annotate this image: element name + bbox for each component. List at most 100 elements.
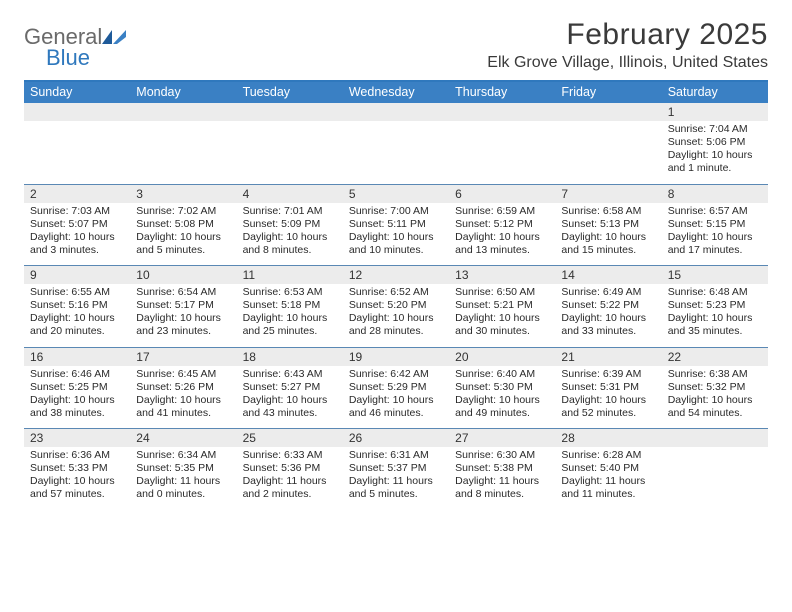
sunrise-line: Sunrise: 7:02 AM <box>136 205 230 218</box>
sunset-line: Sunset: 5:27 PM <box>243 381 337 394</box>
daylight-line: Daylight: 10 hours and 25 minutes. <box>243 312 337 338</box>
day-number <box>555 103 661 121</box>
day-number <box>130 103 236 121</box>
weeks-container: 1Sunrise: 7:04 AMSunset: 5:06 PMDaylight… <box>24 103 768 510</box>
week-row: 16171819202122Sunrise: 6:46 AMSunset: 5:… <box>24 348 768 430</box>
sunset-line: Sunset: 5:37 PM <box>349 462 443 475</box>
sunrise-line: Sunrise: 6:52 AM <box>349 286 443 299</box>
daylight-line: Daylight: 10 hours and 28 minutes. <box>349 312 443 338</box>
sunrise-line: Sunrise: 6:42 AM <box>349 368 443 381</box>
sunset-line: Sunset: 5:06 PM <box>668 136 762 149</box>
sunrise-line: Sunrise: 6:30 AM <box>455 449 549 462</box>
sunrise-line: Sunrise: 6:28 AM <box>561 449 655 462</box>
day-cell: Sunrise: 7:00 AMSunset: 5:11 PMDaylight:… <box>343 203 449 266</box>
sunset-line: Sunset: 5:35 PM <box>136 462 230 475</box>
sunset-line: Sunset: 5:15 PM <box>668 218 762 231</box>
sunset-line: Sunset: 5:31 PM <box>561 381 655 394</box>
sunset-line: Sunset: 5:25 PM <box>30 381 124 394</box>
sunset-line: Sunset: 5:18 PM <box>243 299 337 312</box>
day-cell: Sunrise: 6:54 AMSunset: 5:17 PMDaylight:… <box>130 284 236 347</box>
sunrise-line: Sunrise: 6:50 AM <box>455 286 549 299</box>
daylight-line: Daylight: 10 hours and 43 minutes. <box>243 394 337 420</box>
day-number: 3 <box>130 185 236 203</box>
day-cell: Sunrise: 6:36 AMSunset: 5:33 PMDaylight:… <box>24 447 130 510</box>
day-number <box>662 429 768 447</box>
calendar-page: General Blue February 2025 Elk Grove Vil… <box>0 0 792 510</box>
dow-sunday: Sunday <box>24 82 130 103</box>
day-cell: Sunrise: 6:38 AMSunset: 5:32 PMDaylight:… <box>662 366 768 429</box>
day-number <box>449 103 555 121</box>
daylight-line: Daylight: 10 hours and 23 minutes. <box>136 312 230 338</box>
daylight-line: Daylight: 10 hours and 38 minutes. <box>30 394 124 420</box>
sunrise-line: Sunrise: 6:43 AM <box>243 368 337 381</box>
day-number: 5 <box>343 185 449 203</box>
dow-tuesday: Tuesday <box>237 82 343 103</box>
daylight-line: Daylight: 11 hours and 0 minutes. <box>136 475 230 501</box>
daylight-line: Daylight: 11 hours and 8 minutes. <box>455 475 549 501</box>
day-number: 16 <box>24 348 130 366</box>
day-number: 25 <box>237 429 343 447</box>
day-cell: Sunrise: 6:46 AMSunset: 5:25 PMDaylight:… <box>24 366 130 429</box>
sunset-line: Sunset: 5:36 PM <box>243 462 337 475</box>
daylight-line: Daylight: 10 hours and 10 minutes. <box>349 231 443 257</box>
dow-monday: Monday <box>130 82 236 103</box>
sunset-line: Sunset: 5:33 PM <box>30 462 124 475</box>
day-cell: Sunrise: 6:59 AMSunset: 5:12 PMDaylight:… <box>449 203 555 266</box>
sunset-line: Sunset: 5:32 PM <box>668 381 762 394</box>
daylight-line: Daylight: 10 hours and 41 minutes. <box>136 394 230 420</box>
sunset-line: Sunset: 5:17 PM <box>136 299 230 312</box>
daylight-line: Daylight: 10 hours and 33 minutes. <box>561 312 655 338</box>
day-cell: Sunrise: 6:58 AMSunset: 5:13 PMDaylight:… <box>555 203 661 266</box>
sunrise-line: Sunrise: 6:58 AM <box>561 205 655 218</box>
sunrise-line: Sunrise: 6:54 AM <box>136 286 230 299</box>
day-number: 11 <box>237 266 343 284</box>
week-row: 232425262728Sunrise: 6:36 AMSunset: 5:33… <box>24 429 768 510</box>
sunrise-line: Sunrise: 6:49 AM <box>561 286 655 299</box>
day-cell: Sunrise: 7:02 AMSunset: 5:08 PMDaylight:… <box>130 203 236 266</box>
daybody-row: Sunrise: 6:55 AMSunset: 5:16 PMDaylight:… <box>24 284 768 347</box>
week-row: 9101112131415Sunrise: 6:55 AMSunset: 5:1… <box>24 266 768 348</box>
logo-flag-icon <box>102 28 128 51</box>
sunset-line: Sunset: 5:11 PM <box>349 218 443 231</box>
day-cell: Sunrise: 7:01 AMSunset: 5:09 PMDaylight:… <box>237 203 343 266</box>
day-cell: Sunrise: 6:52 AMSunset: 5:20 PMDaylight:… <box>343 284 449 347</box>
day-number: 8 <box>662 185 768 203</box>
day-number: 15 <box>662 266 768 284</box>
dow-header-row: SundayMondayTuesdayWednesdayThursdayFrid… <box>24 82 768 103</box>
sunset-line: Sunset: 5:23 PM <box>668 299 762 312</box>
sunrise-line: Sunrise: 6:39 AM <box>561 368 655 381</box>
day-number <box>24 103 130 121</box>
sunset-line: Sunset: 5:12 PM <box>455 218 549 231</box>
sunrise-line: Sunrise: 6:33 AM <box>243 449 337 462</box>
dow-friday: Friday <box>555 82 661 103</box>
sunset-line: Sunset: 5:08 PM <box>136 218 230 231</box>
day-cell: Sunrise: 6:34 AMSunset: 5:35 PMDaylight:… <box>130 447 236 510</box>
sunrise-line: Sunrise: 6:36 AM <box>30 449 124 462</box>
day-cell: Sunrise: 6:57 AMSunset: 5:15 PMDaylight:… <box>662 203 768 266</box>
day-number: 21 <box>555 348 661 366</box>
day-cell <box>343 121 449 184</box>
daylight-line: Daylight: 10 hours and 30 minutes. <box>455 312 549 338</box>
day-number: 6 <box>449 185 555 203</box>
sunrise-line: Sunrise: 6:59 AM <box>455 205 549 218</box>
daylight-line: Daylight: 10 hours and 52 minutes. <box>561 394 655 420</box>
day-cell <box>24 121 130 184</box>
day-number: 19 <box>343 348 449 366</box>
day-cell: Sunrise: 6:49 AMSunset: 5:22 PMDaylight:… <box>555 284 661 347</box>
daylight-line: Daylight: 10 hours and 20 minutes. <box>30 312 124 338</box>
daylight-line: Daylight: 10 hours and 15 minutes. <box>561 231 655 257</box>
sunrise-line: Sunrise: 6:57 AM <box>668 205 762 218</box>
daynum-strip: 1 <box>24 103 768 121</box>
day-cell: Sunrise: 6:45 AMSunset: 5:26 PMDaylight:… <box>130 366 236 429</box>
day-cell: Sunrise: 6:31 AMSunset: 5:37 PMDaylight:… <box>343 447 449 510</box>
day-cell <box>662 447 768 510</box>
day-number: 22 <box>662 348 768 366</box>
sunset-line: Sunset: 5:30 PM <box>455 381 549 394</box>
sunset-line: Sunset: 5:29 PM <box>349 381 443 394</box>
day-cell <box>130 121 236 184</box>
sunset-line: Sunset: 5:21 PM <box>455 299 549 312</box>
header: General Blue February 2025 Elk Grove Vil… <box>24 18 768 72</box>
day-cell: Sunrise: 6:39 AMSunset: 5:31 PMDaylight:… <box>555 366 661 429</box>
day-cell: Sunrise: 6:53 AMSunset: 5:18 PMDaylight:… <box>237 284 343 347</box>
dow-saturday: Saturday <box>662 82 768 103</box>
